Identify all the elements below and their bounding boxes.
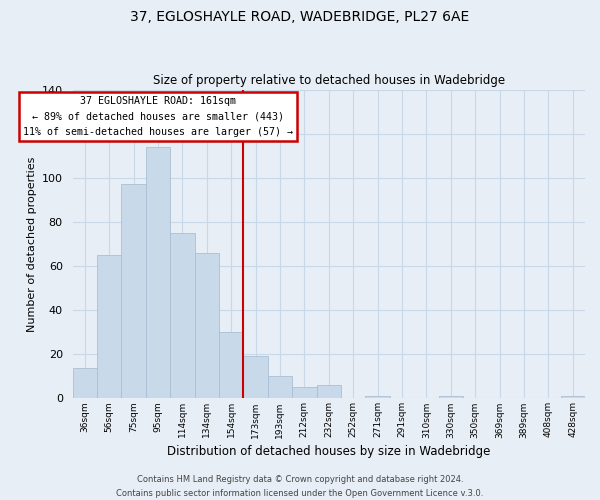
X-axis label: Distribution of detached houses by size in Wadebridge: Distribution of detached houses by size … [167,444,490,458]
Bar [365,396,390,398]
Bar [97,255,121,398]
Bar [73,368,97,398]
Y-axis label: Number of detached properties: Number of detached properties [28,156,37,332]
Text: 37 EGLOSHAYLE ROAD: 161sqm
← 89% of detached houses are smaller (443)
11% of sem: 37 EGLOSHAYLE ROAD: 161sqm ← 89% of deta… [23,96,293,138]
Bar [292,388,317,398]
Bar [317,385,341,398]
Bar [560,396,585,398]
Bar [244,356,268,399]
Bar [439,396,463,398]
Bar [146,147,170,399]
Bar [219,332,244,398]
Bar [194,253,219,398]
Bar [268,376,292,398]
Title: Size of property relative to detached houses in Wadebridge: Size of property relative to detached ho… [152,74,505,87]
Bar [170,233,194,398]
Text: Contains HM Land Registry data © Crown copyright and database right 2024.
Contai: Contains HM Land Registry data © Crown c… [116,476,484,498]
Text: 37, EGLOSHAYLE ROAD, WADEBRIDGE, PL27 6AE: 37, EGLOSHAYLE ROAD, WADEBRIDGE, PL27 6A… [130,10,470,24]
Bar [121,184,146,398]
